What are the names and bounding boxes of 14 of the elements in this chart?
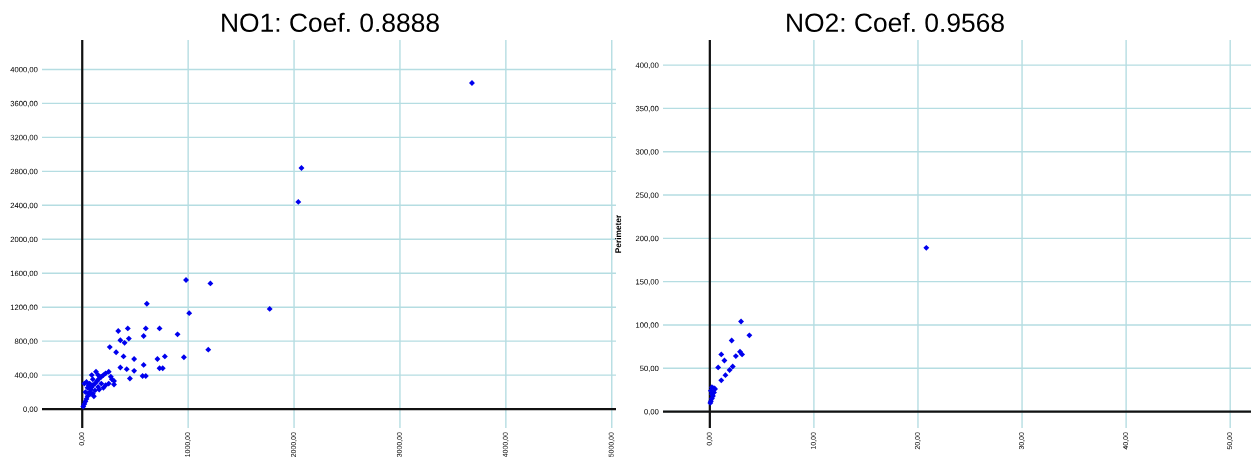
point [739,351,746,358]
point [718,351,725,358]
point [722,372,729,379]
y-axis-title: Perimeter [615,214,622,253]
point [738,318,744,325]
point [728,337,735,344]
point [923,244,930,251]
point [718,377,725,384]
point [726,367,733,373]
point [715,364,722,371]
point [721,357,728,364]
chart-title: NO1: Coef. 0.8888 [222,12,439,33]
point [729,363,736,370]
chart-title: NO2: Coef. 0.9568 [787,12,1004,33]
